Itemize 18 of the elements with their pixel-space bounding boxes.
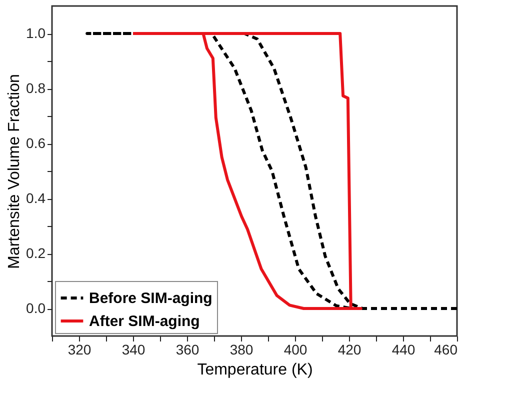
legend-label: Before SIM-aging	[89, 290, 212, 307]
y-tick-label: 0.2	[26, 245, 46, 261]
x-tick-label: 360	[176, 342, 200, 358]
y-tick-label: 0.8	[26, 80, 46, 96]
x-axis-title: Temperature (K)	[197, 362, 313, 378]
x-tick-label: 380	[230, 342, 254, 358]
x-tick-label: 340	[122, 342, 146, 358]
y-tick-label: 0.4	[26, 190, 46, 206]
x-tick-label: 320	[68, 342, 92, 358]
legend-label: After SIM-aging	[89, 313, 200, 330]
x-tick-label: 420	[338, 342, 362, 358]
x-tick-label: 460	[434, 342, 458, 358]
y-tick-label: 1.0	[26, 25, 46, 41]
y-tick-label: 0.0	[26, 300, 46, 316]
x-tick-label: 400	[284, 342, 308, 358]
x-tick-label: 440	[392, 342, 416, 358]
y-axis-title: Martensite Volume Fraction	[6, 74, 24, 269]
y-tick-label: 0.6	[26, 135, 46, 151]
